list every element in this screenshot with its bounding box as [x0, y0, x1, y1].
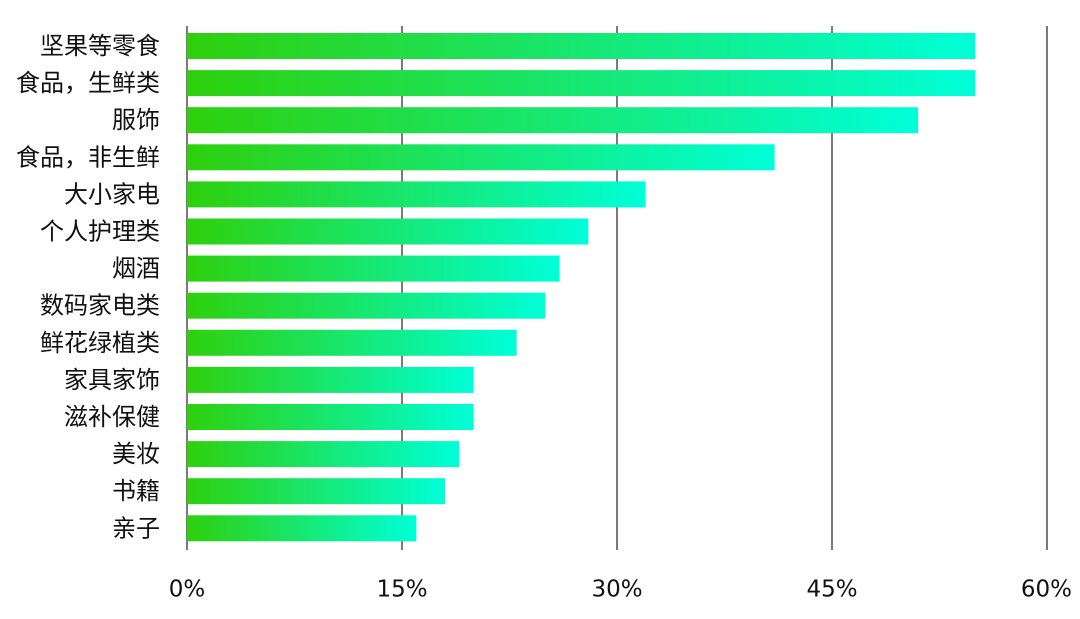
category-label-12: 书籍	[112, 477, 160, 505]
category-label-0: 坚果等零食	[40, 32, 160, 60]
x-tick-label-3: 45%	[806, 577, 857, 603]
category-label-2: 服饰	[112, 106, 160, 134]
bar-9	[187, 366, 474, 393]
bar-7	[187, 292, 546, 319]
x-tick-label-2: 30%	[591, 577, 642, 603]
category-label-1: 食品，生鲜类	[16, 69, 160, 97]
bar-4	[187, 181, 646, 208]
bar-12	[187, 478, 445, 505]
bar-11	[187, 441, 460, 468]
bar-1	[187, 70, 976, 97]
bar-5	[187, 218, 589, 245]
x-axis-tick-labels: 0% 15% 30% 45% 60%	[169, 577, 1072, 603]
grid-lines	[186, 26, 1048, 550]
category-label-8: 鲜花绿植类	[40, 329, 160, 357]
bar-6	[187, 255, 560, 282]
category-label-9: 家具家饰	[64, 366, 160, 394]
bar-13	[187, 515, 417, 542]
category-label-11: 美妆	[112, 440, 160, 468]
category-label-5: 个人护理类	[40, 218, 160, 246]
category-label-4: 大小家电	[64, 180, 160, 208]
x-tick-label-4: 60%	[1021, 577, 1072, 603]
bars	[187, 33, 976, 542]
bar-8	[187, 329, 517, 356]
bar-2	[187, 107, 918, 134]
category-label-3: 食品，非生鲜	[16, 143, 160, 171]
category-label-6: 烟酒	[112, 255, 160, 283]
x-tick-label-1: 15%	[376, 577, 427, 603]
category-label-10: 滋补保健	[64, 403, 160, 431]
x-tick-label-0: 0%	[169, 577, 206, 603]
bar-3	[187, 144, 775, 171]
category-labels: 坚果等零食食品，生鲜类服饰食品，非生鲜大小家电个人护理类烟酒数码家电类鲜花绿植类…	[16, 32, 160, 542]
bar-0	[187, 33, 976, 59]
category-label-13: 亲子	[112, 514, 160, 542]
bar-10	[187, 404, 474, 430]
category-label-7: 数码家电类	[40, 292, 160, 320]
